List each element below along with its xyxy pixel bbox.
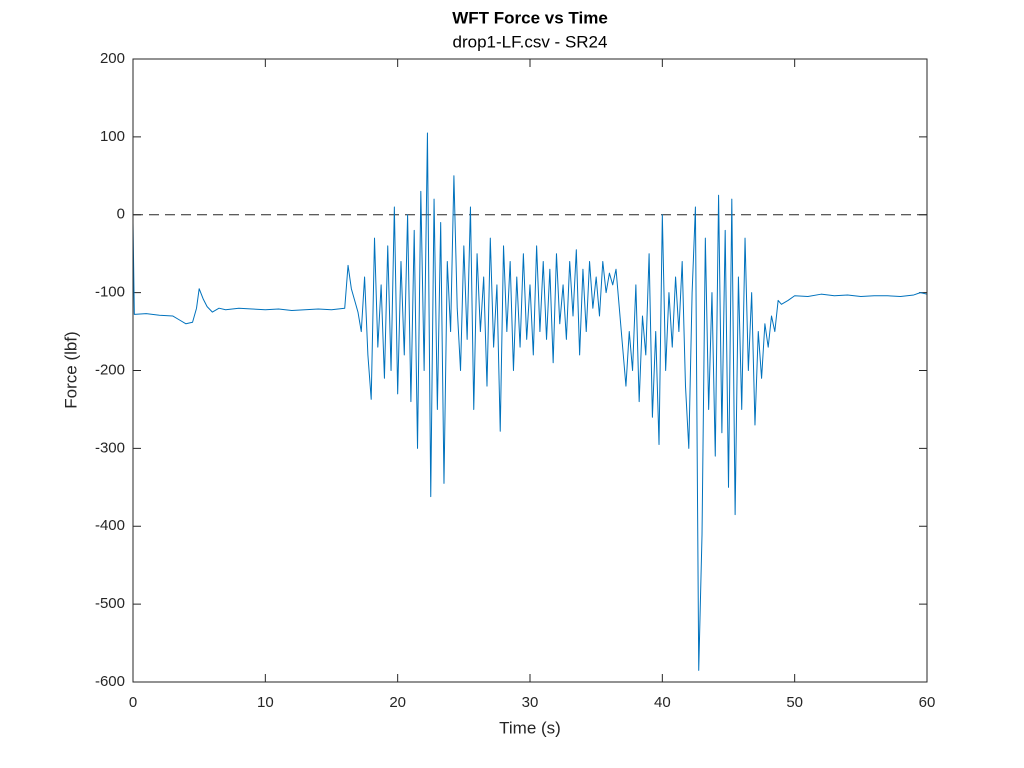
x-tick-label: 30 [522, 694, 539, 711]
y-tick-label: -600 [95, 673, 125, 690]
x-axis-label: Time (s) [499, 718, 561, 737]
plot-frame [132, 58, 928, 683]
y-tick-label: -100 [95, 284, 125, 301]
y-tick-label: -400 [95, 517, 125, 534]
plot-area [133, 59, 927, 682]
y-tick-label: 200 [100, 50, 125, 67]
x-tick-label: 60 [919, 694, 936, 711]
x-tick-label: 40 [654, 694, 671, 711]
y-tick-label: -300 [95, 439, 125, 456]
chart-title: WFT Force vs Time [452, 8, 608, 27]
x-tick-label: 0 [129, 694, 137, 711]
y-tick-label: 100 [100, 128, 125, 145]
data-line [132, 132, 928, 671]
x-tick-label: 50 [786, 694, 803, 711]
chart-subtitle: drop1-LF.csv - SR24 [453, 32, 608, 51]
y-tick-label: 0 [117, 206, 125, 223]
y-tick-label: -200 [95, 361, 125, 378]
y-tick-label: -500 [95, 595, 125, 612]
y-axis-label: Force (lbf) [61, 331, 80, 408]
x-tick-label: 20 [389, 694, 406, 711]
x-tick-label: 10 [257, 694, 274, 711]
